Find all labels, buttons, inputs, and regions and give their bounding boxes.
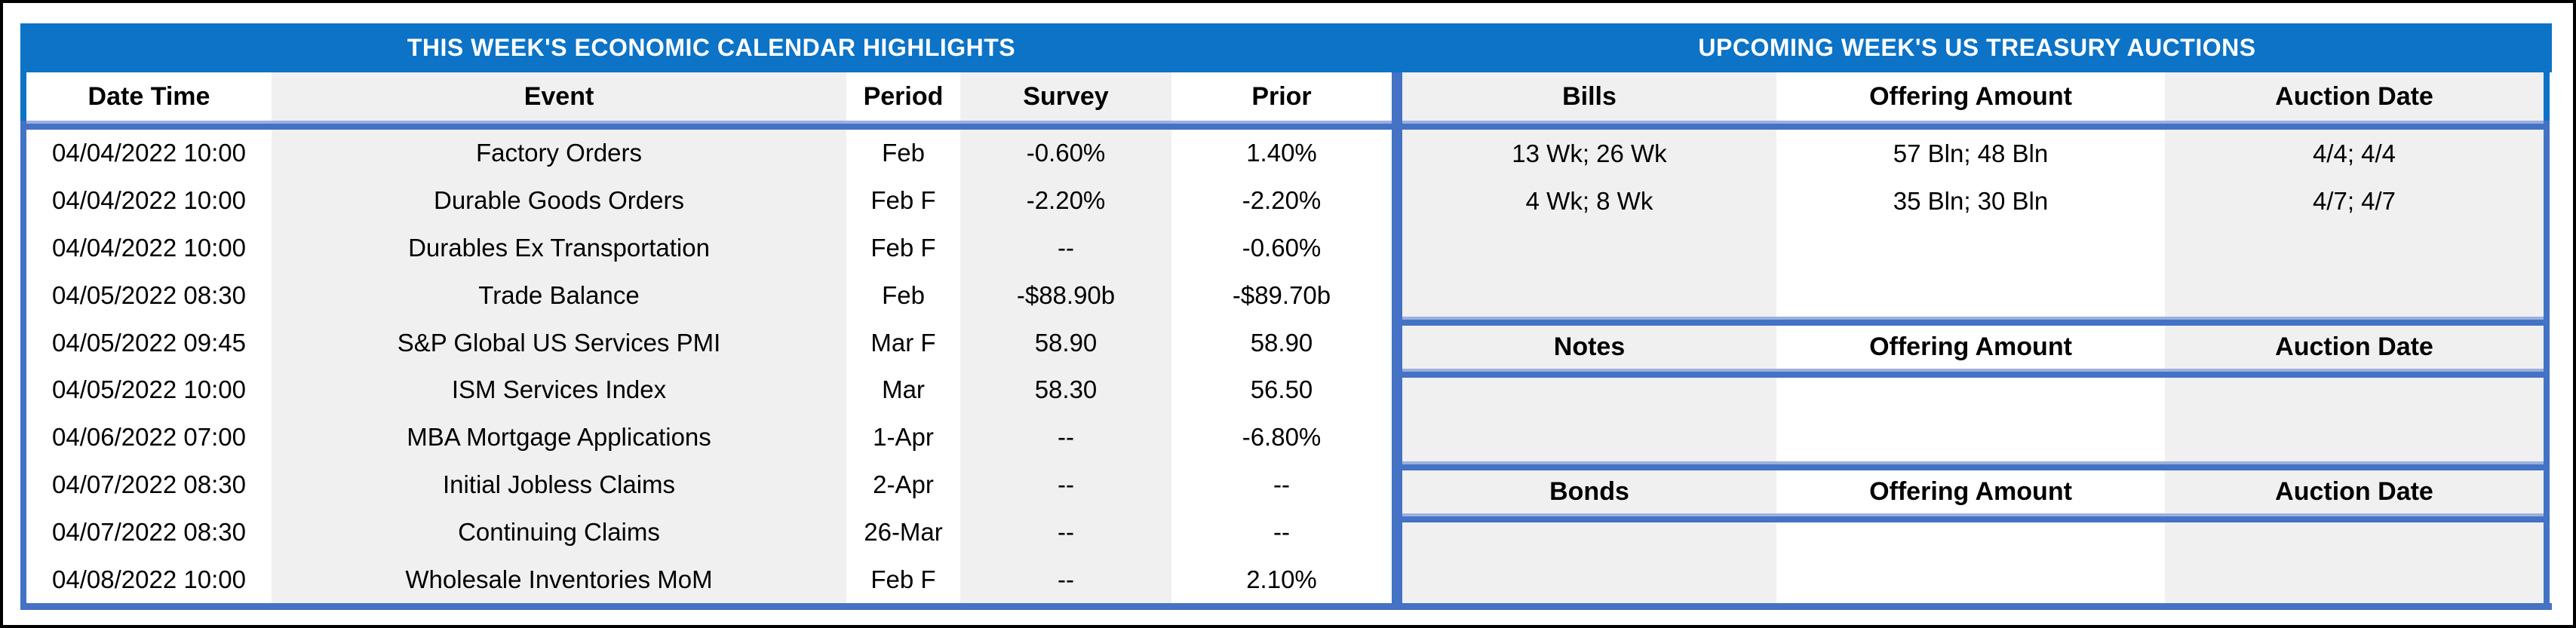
survey-cell: -- [960,461,1171,509]
period-cell: Feb F [846,176,960,225]
notes-section-body [1402,378,2544,461]
column-header-bonds-offering-amount: Offering Amount [1776,470,2165,513]
period-cell: Feb [846,271,960,320]
date-time-cell: 04/04/2022 10:00 [26,176,272,225]
auction-date-cell: 4/4; 4/4 [2312,139,2396,167]
date-time-cell: 04/08/2022 10:00 [26,556,272,603]
date-time-cell: 04/04/2022 10:00 [26,224,272,272]
right-panel-right-border [2544,121,2550,610]
event-cell: Trade Balance [272,271,846,320]
prior-cell: 1.40% [1171,130,1392,177]
notes-section-bottom-border [1402,461,2544,470]
event-cell: S&P Global US Services PMI [272,319,846,366]
column-header-bills: Bills [1402,72,1776,121]
prior-cell: 2.10% [1171,556,1392,603]
column-header-auction-date: Auction Date [2165,72,2544,121]
notes-column-stripes [1402,378,2544,461]
period-cell: 1-Apr [846,413,960,461]
prior-cell: -$89.70b [1171,271,1392,320]
event-cell: Initial Jobless Claims [272,461,846,509]
event-cell: MBA Mortgage Applications [272,413,846,461]
header-left-accent [20,72,26,121]
date-time-cell: 04/05/2022 08:30 [26,271,272,320]
prior-cell: 56.50 [1171,366,1392,414]
period-cell: Feb [846,130,960,177]
header-right-accent [2544,72,2550,121]
bills-rows: 13 Wk; 26 Wk 57 Bln; 48 Bln 4/4; 4/4 4 W… [1402,130,2544,225]
event-cell: Durable Goods Orders [272,176,846,225]
column-header-notes-auction-date: Auction Date [2165,326,2544,369]
notes-section-header: Notes Offering Amount Auction Date [1402,326,2544,369]
survey-cell: -2.20% [960,176,1171,225]
date-time-cell: 04/07/2022 08:30 [26,461,272,509]
prior-cell: -2.20% [1171,176,1392,225]
treasury-auctions-title: UPCOMING WEEK'S US TREASURY AUCTIONS [1698,34,2256,61]
left-table-left-border [20,121,26,610]
date-time-cell: 04/04/2022 10:00 [26,130,272,177]
offering-amount-cell: 57 Bln; 48 Bln [1893,139,2049,167]
survey-cell: -- [960,556,1171,603]
security-cell: 4 Wk; 8 Wk [1525,186,1653,215]
notes-header-bottom-border [1402,369,2544,378]
survey-cell: 58.30 [960,366,1171,414]
event-cell: Durables Ex Transportation [272,224,846,272]
period-cell: 26-Mar [846,508,960,556]
column-header-offering-amount: Offering Amount [1776,72,2165,121]
survey-cell: 58.90 [960,319,1171,366]
prior-cell: -- [1171,461,1392,509]
event-cell: Factory Orders [272,130,846,177]
prior-cell: -- [1171,508,1392,556]
bonds-header-bottom-border [1402,513,2544,522]
column-header-notes-offering-amount: Offering Amount [1776,326,2165,369]
column-header-bonds-auction-date: Auction Date [2165,470,2544,513]
title-bar: THIS WEEK'S ECONOMIC CALENDAR HIGHLIGHTS… [20,23,2552,72]
bonds-section-header: Bonds Offering Amount Auction Date [1402,470,2544,513]
bills-section-bottom-border [1402,317,2544,326]
security-cell: 13 Wk; 26 Wk [1512,139,1667,167]
event-cell: ISM Services Index [272,366,846,414]
period-cell: 2-Apr [846,461,960,509]
bonds-column-stripes [1402,522,2544,603]
column-header-bonds: Bonds [1402,470,1776,513]
date-time-cell: 04/06/2022 07:00 [26,413,272,461]
column-header-survey: Survey [960,72,1171,121]
prior-cell: -0.60% [1171,224,1392,272]
period-cell: Mar [846,366,960,414]
prior-cell: 58.90 [1171,319,1392,366]
period-cell: Mar F [846,319,960,366]
column-header-event: Event [272,72,846,121]
survey-cell: -0.60% [960,130,1171,177]
column-header-prior: Prior [1171,72,1392,121]
table-bottom-border [20,603,2552,610]
bills-section-body: 13 Wk; 26 Wk 57 Bln; 48 Bln 4/4; 4/4 4 W… [1402,130,2544,317]
survey-cell: -$88.90b [960,271,1171,320]
header-underline [26,121,2544,130]
column-header-notes: Notes [1402,326,1776,369]
survey-cell: -- [960,508,1171,556]
date-time-cell: 04/05/2022 09:45 [26,319,272,366]
bills-column-stripes [1402,130,2544,317]
period-cell: Feb F [846,556,960,603]
event-cell: Continuing Claims [272,508,846,556]
survey-cell: -- [960,413,1171,461]
survey-cell: -- [960,224,1171,272]
economic-calendar-title: THIS WEEK'S ECONOMIC CALENDAR HIGHLIGHTS [407,34,1016,61]
date-time-cell: 04/07/2022 08:30 [26,508,272,556]
panel-divider [1392,72,1402,610]
event-cell: Wholesale Inventories MoM [272,556,846,603]
period-cell: Feb F [846,224,960,272]
auction-date-cell: 4/7; 4/7 [2312,186,2396,215]
offering-amount-cell: 35 Bln; 30 Bln [1893,186,2049,215]
column-header-date-time: Date Time [26,72,272,121]
economic-calendar-table: 04/04/2022 10:00 Factory Orders Feb -0.6… [26,130,1392,603]
column-header-period: Period [846,72,960,121]
prior-cell: -6.80% [1171,413,1392,461]
bonds-section-body [1402,522,2544,603]
date-time-cell: 04/05/2022 10:00 [26,366,272,414]
